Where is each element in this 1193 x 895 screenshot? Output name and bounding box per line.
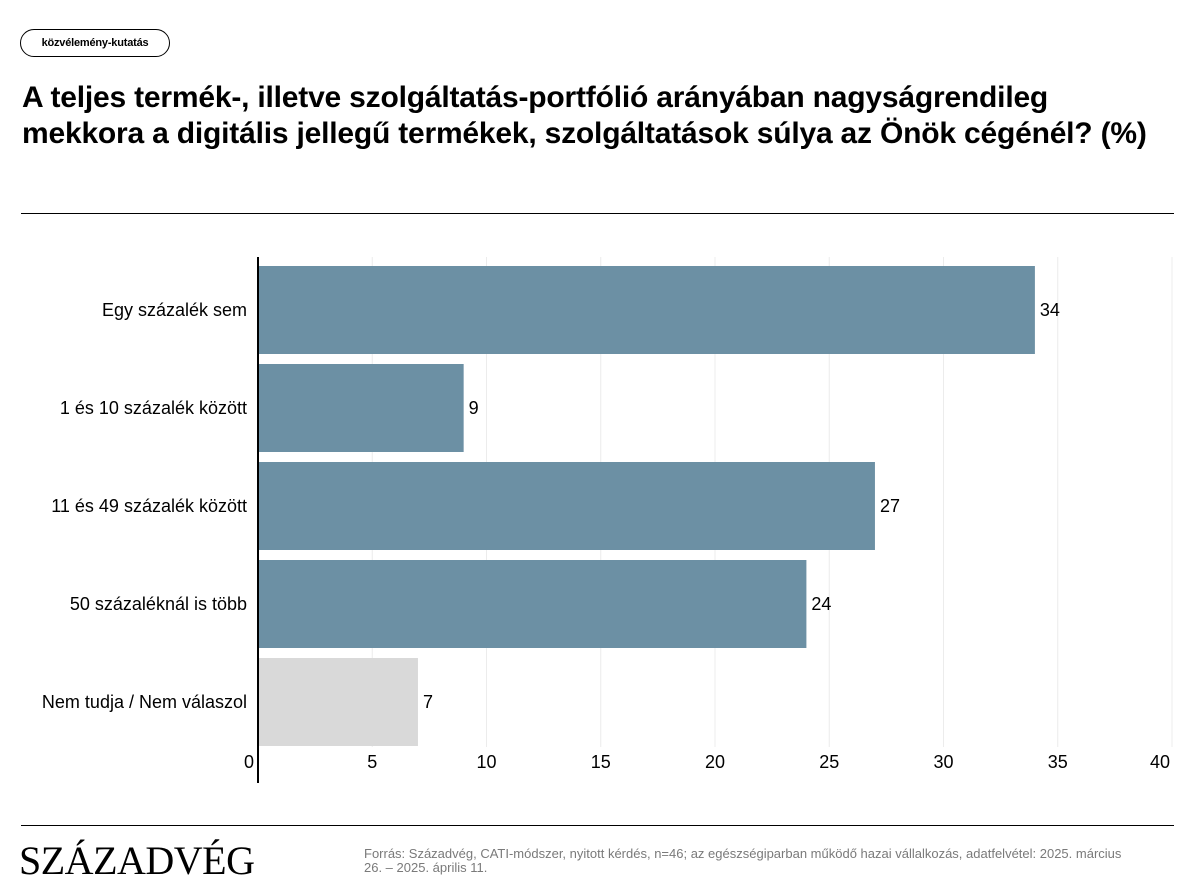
bar (258, 462, 875, 550)
tick-label: 30 (933, 752, 953, 772)
data-label: 34 (1040, 300, 1060, 320)
category-label: 1 és 10 százalék között (60, 398, 247, 418)
bottom-divider (21, 825, 1174, 826)
category-tag: közvélemény-kutatás (20, 29, 170, 57)
tick-label: 0 (244, 752, 254, 772)
category-label: 50 százaléknál is több (70, 594, 247, 614)
tick-label: 25 (819, 752, 839, 772)
tick-label: 20 (705, 752, 725, 772)
tick-label: 15 (591, 752, 611, 772)
source-note: Forrás: Századvég, CATI-módszer, nyitott… (364, 846, 1122, 875)
tick-label: 35 (1048, 752, 1068, 772)
data-label: 27 (880, 496, 900, 516)
top-divider (21, 213, 1174, 214)
tick-label: 40 (1150, 752, 1170, 772)
chart-title: A teljes termék-, illetve szolgáltatás-p… (22, 81, 1147, 150)
data-label: 24 (811, 594, 831, 614)
category-label: Nem tudja / Nem válaszol (42, 692, 247, 712)
bar (258, 364, 464, 452)
category-label: Egy százalék sem (102, 300, 247, 320)
data-label: 9 (469, 398, 479, 418)
bar (258, 266, 1035, 354)
tick-label: 5 (367, 752, 377, 772)
bar (258, 658, 418, 746)
tick-label: 10 (476, 752, 496, 772)
data-label: 7 (423, 692, 433, 712)
category-label: 11 és 49 százalék között (51, 496, 247, 516)
logo: SZÁZADVÉG (19, 838, 255, 883)
bar (258, 560, 807, 648)
bar-chart: Egy százalék sem 34 1 és 10 százalék közöt… (42, 257, 1173, 783)
